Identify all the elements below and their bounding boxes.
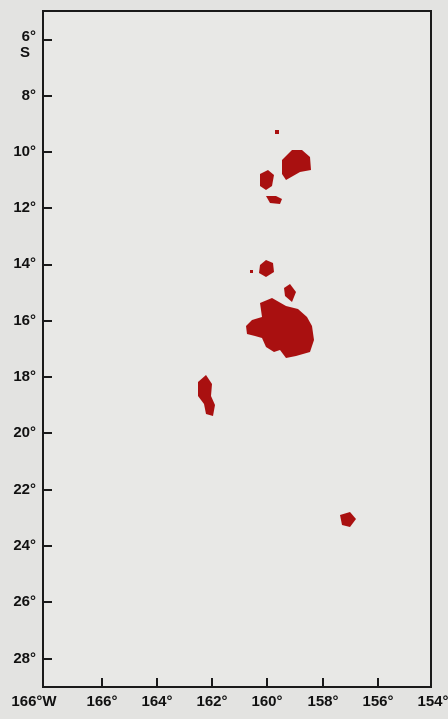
lon-label-164: 164° — [141, 693, 173, 710]
lon-label-158: 158° — [307, 693, 339, 710]
patch — [266, 196, 282, 204]
lat-label-8: 8° — [21, 87, 36, 104]
patch-dot — [275, 130, 279, 134]
patch — [284, 284, 296, 302]
patches — [198, 130, 356, 527]
lat-label-10: 10° — [13, 143, 36, 160]
lon-label-156: 156° — [362, 693, 394, 710]
patch — [260, 170, 274, 190]
lon-label-162: 162° — [196, 693, 228, 710]
lon-label-160: 160° — [251, 693, 283, 710]
lon-label-166w: 166°W — [11, 693, 57, 710]
lat-label-28: 28° — [13, 650, 36, 667]
patch — [340, 512, 356, 527]
patch — [282, 150, 311, 180]
lat-label-18: 18° — [13, 368, 36, 385]
lat-hemisphere-label: S — [20, 44, 31, 61]
map-frame — [42, 10, 432, 688]
lat-label-14: 14° — [13, 255, 36, 272]
lat-label-26: 26° — [13, 593, 36, 610]
lat-label-22: 22° — [13, 481, 36, 498]
lat-label-24: 24° — [13, 537, 36, 554]
lat-label-12: 12° — [13, 199, 36, 216]
lon-label-166: 166° — [86, 693, 118, 710]
patch — [246, 298, 314, 358]
patch — [259, 260, 274, 277]
lon-ticks — [101, 678, 379, 688]
patch-dot — [250, 270, 253, 273]
patch — [198, 375, 215, 416]
lat-ticks — [42, 39, 52, 660]
lat-label-16: 16° — [13, 312, 36, 329]
lon-label-154: 154° — [417, 693, 448, 710]
lat-label-6: 6° — [21, 28, 36, 45]
lat-label-20: 20° — [13, 424, 36, 441]
